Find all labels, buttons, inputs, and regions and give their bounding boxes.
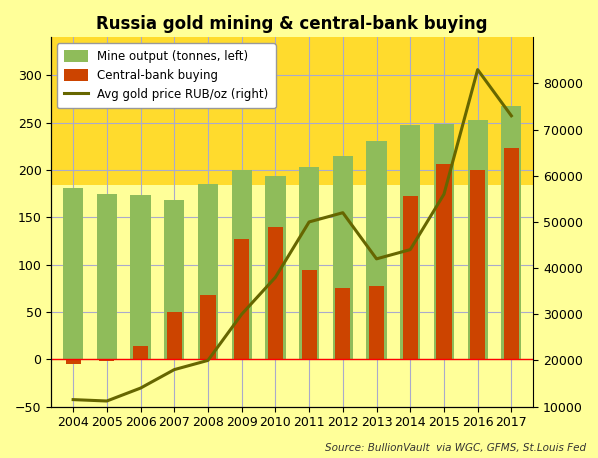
Bar bbox=[66, 359, 81, 364]
Bar bbox=[332, 156, 353, 359]
Bar bbox=[198, 184, 218, 359]
Bar bbox=[335, 288, 350, 359]
Bar bbox=[200, 295, 215, 359]
Bar bbox=[167, 312, 182, 359]
Bar bbox=[266, 176, 285, 359]
Bar bbox=[501, 106, 521, 359]
Title: Russia gold mining & central-bank buying: Russia gold mining & central-bank buying bbox=[96, 15, 488, 33]
Bar bbox=[99, 359, 114, 361]
Bar bbox=[234, 239, 249, 359]
Bar bbox=[268, 227, 283, 359]
Bar bbox=[437, 164, 451, 359]
Bar bbox=[468, 120, 488, 359]
Bar bbox=[470, 170, 485, 359]
Bar bbox=[164, 200, 184, 359]
Bar bbox=[301, 270, 317, 359]
Text: Source: BullionVault  via WGC, GFMS, St.Louis Fed: Source: BullionVault via WGC, GFMS, St.L… bbox=[325, 443, 586, 453]
Bar bbox=[133, 346, 148, 359]
Bar bbox=[369, 286, 384, 359]
Bar bbox=[97, 194, 117, 359]
Bar bbox=[402, 196, 418, 359]
Bar bbox=[231, 170, 252, 359]
Bar bbox=[63, 188, 83, 359]
Bar bbox=[400, 125, 420, 359]
Bar bbox=[504, 148, 519, 359]
Bar bbox=[130, 196, 151, 359]
Bar bbox=[367, 142, 387, 359]
Bar bbox=[51, 38, 533, 185]
Bar bbox=[299, 167, 319, 359]
Legend: Mine output (tonnes, left), Central-bank buying, Avg gold price RUB/oz (right): Mine output (tonnes, left), Central-bank… bbox=[57, 43, 276, 108]
Bar bbox=[434, 125, 454, 359]
